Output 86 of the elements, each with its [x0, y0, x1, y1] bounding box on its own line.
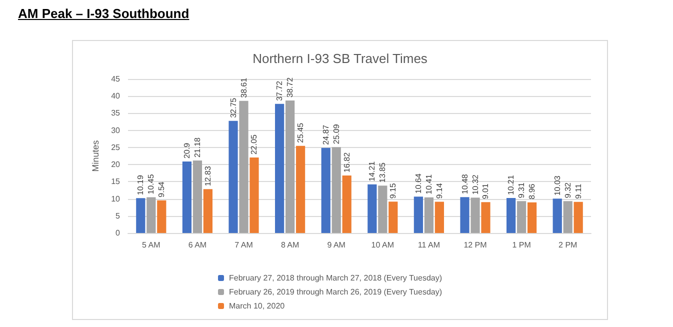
data-label: 10.48 [460, 174, 470, 194]
bar [136, 198, 146, 233]
x-tick-label: 8 AM [280, 240, 300, 250]
y-tick-label: 45 [111, 74, 121, 84]
data-label: 13.85 [378, 162, 388, 183]
x-tick-label: 6 AM [188, 240, 207, 250]
data-label: 38.72 [286, 76, 295, 98]
bar [414, 196, 424, 233]
data-label: 9.32 [563, 182, 572, 198]
x-tick-label: 1 PM [512, 240, 532, 250]
data-label: 10.32 [470, 174, 480, 195]
bar [332, 147, 341, 233]
bar [552, 198, 562, 233]
bar [434, 202, 444, 233]
chart-title: AM Peak – I-93 Southbound [18, 6, 190, 21]
bar [342, 175, 352, 233]
data-label: 10.03 [552, 175, 562, 196]
data-label: 9.15 [388, 182, 398, 199]
bar [157, 200, 166, 233]
bar [516, 201, 526, 233]
data-label: 10.64 [414, 173, 423, 194]
data-label: 25.45 [296, 122, 306, 143]
bar [228, 120, 238, 233]
y-tick-label: 35 [111, 108, 121, 118]
data-label: 24.87 [321, 124, 330, 145]
bar [275, 104, 284, 233]
y-tick-label: 15 [111, 177, 121, 186]
data-label: 9.31 [517, 182, 526, 198]
x-tick-label: 7 AM [234, 240, 254, 250]
bar [321, 148, 330, 233]
data-label: 10.45 [146, 174, 156, 194]
legend-label: February 27, 2018 through March 27, 2018 (Every Tuesday) [229, 274, 442, 282]
x-tick-label: 10 AM [371, 240, 394, 250]
bar [203, 189, 212, 233]
bar [378, 186, 388, 233]
bar [481, 202, 490, 233]
bar [527, 202, 537, 233]
data-label: 9.01 [481, 183, 490, 200]
y-tick-label: 5 [116, 211, 121, 220]
data-label: 9.11 [574, 183, 583, 199]
data-label: 25.09 [332, 124, 341, 144]
bar [563, 201, 572, 233]
data-label: 12.83 [203, 166, 212, 186]
data-label: 9.54 [157, 181, 166, 198]
data-label: 14.21 [368, 160, 377, 182]
bar [574, 202, 583, 233]
bar [460, 197, 470, 233]
data-label: 10.19 [136, 174, 146, 196]
bar [146, 197, 156, 233]
data-label: 37.72 [275, 80, 284, 101]
y-tick-label: 40 [111, 92, 121, 101]
x-tick-label: 2 PM [558, 240, 578, 250]
data-label: 8.96 [528, 183, 537, 200]
y-tick-label: 25 [111, 142, 121, 152]
y-axis-title: Minutes [90, 140, 101, 172]
x-tick-label: 9 AM [327, 240, 346, 250]
bar [250, 158, 259, 233]
y-tick-label: 0 [116, 228, 121, 238]
bar [470, 198, 480, 233]
data-label: 20.9 [182, 142, 192, 158]
y-tick-label: 30 [111, 126, 121, 135]
data-label: 10.41 [424, 174, 434, 194]
chart-subtitle: Northern I-93 SB Travel Times [252, 51, 428, 66]
bar [182, 161, 192, 233]
bar [239, 100, 248, 233]
bar [296, 146, 306, 233]
bar [285, 100, 295, 233]
data-label: 21.18 [192, 136, 202, 158]
x-tick-label: 5 AM [142, 240, 161, 250]
bar [424, 197, 434, 233]
bar [506, 198, 516, 233]
bar [388, 202, 398, 233]
data-label: 10.21 [506, 174, 516, 196]
bar [368, 184, 377, 233]
legend-label: March 10, 2020 [229, 302, 286, 310]
y-tick-label: 20 [111, 160, 121, 170]
data-label: 22.05 [250, 134, 259, 155]
data-label: 16.82 [342, 152, 352, 172]
data-label: 38.61 [239, 77, 248, 98]
legend-label: February 26, 2019 through March 26, 2019 (Every Tuesday) [229, 288, 442, 296]
bar [192, 160, 202, 233]
x-tick-label: 12 PM [464, 240, 488, 250]
y-tick-label: 10 [111, 194, 121, 204]
data-label: 32.75 [228, 97, 238, 118]
x-tick-label: 11 AM [418, 240, 440, 250]
data-label: 9.14 [434, 182, 444, 199]
